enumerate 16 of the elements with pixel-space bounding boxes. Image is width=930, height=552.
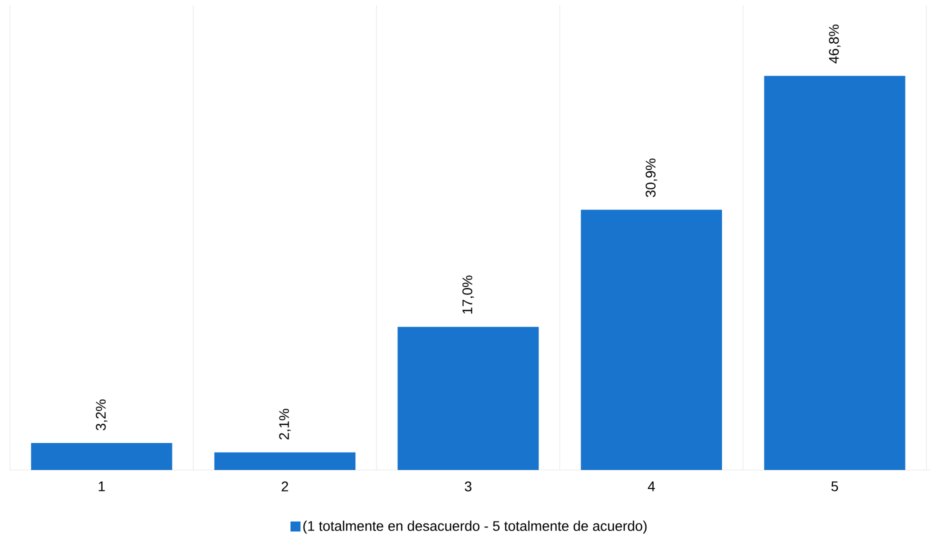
legend-label: (1 totalmente en desacuerdo - 5 totalmente de acuerdo) bbox=[303, 520, 647, 534]
x-tick-label: 3 bbox=[464, 482, 472, 492]
data-label: 46,8% bbox=[828, 24, 840, 64]
bar bbox=[31, 443, 172, 470]
x-tick-label: 5 bbox=[831, 482, 838, 492]
bar bbox=[214, 452, 356, 470]
x-tick-label: 2 bbox=[282, 482, 288, 492]
data-label: 2,1% bbox=[279, 408, 291, 440]
data-label: 17,0% bbox=[462, 276, 474, 314]
data-label: 30,9% bbox=[646, 158, 658, 198]
bar bbox=[580, 210, 722, 470]
x-tick-label: 1 bbox=[98, 482, 105, 492]
x-tick-label: 4 bbox=[648, 482, 655, 492]
data-label: 3,2% bbox=[96, 400, 108, 430]
bar bbox=[398, 326, 539, 470]
bar bbox=[764, 76, 906, 470]
